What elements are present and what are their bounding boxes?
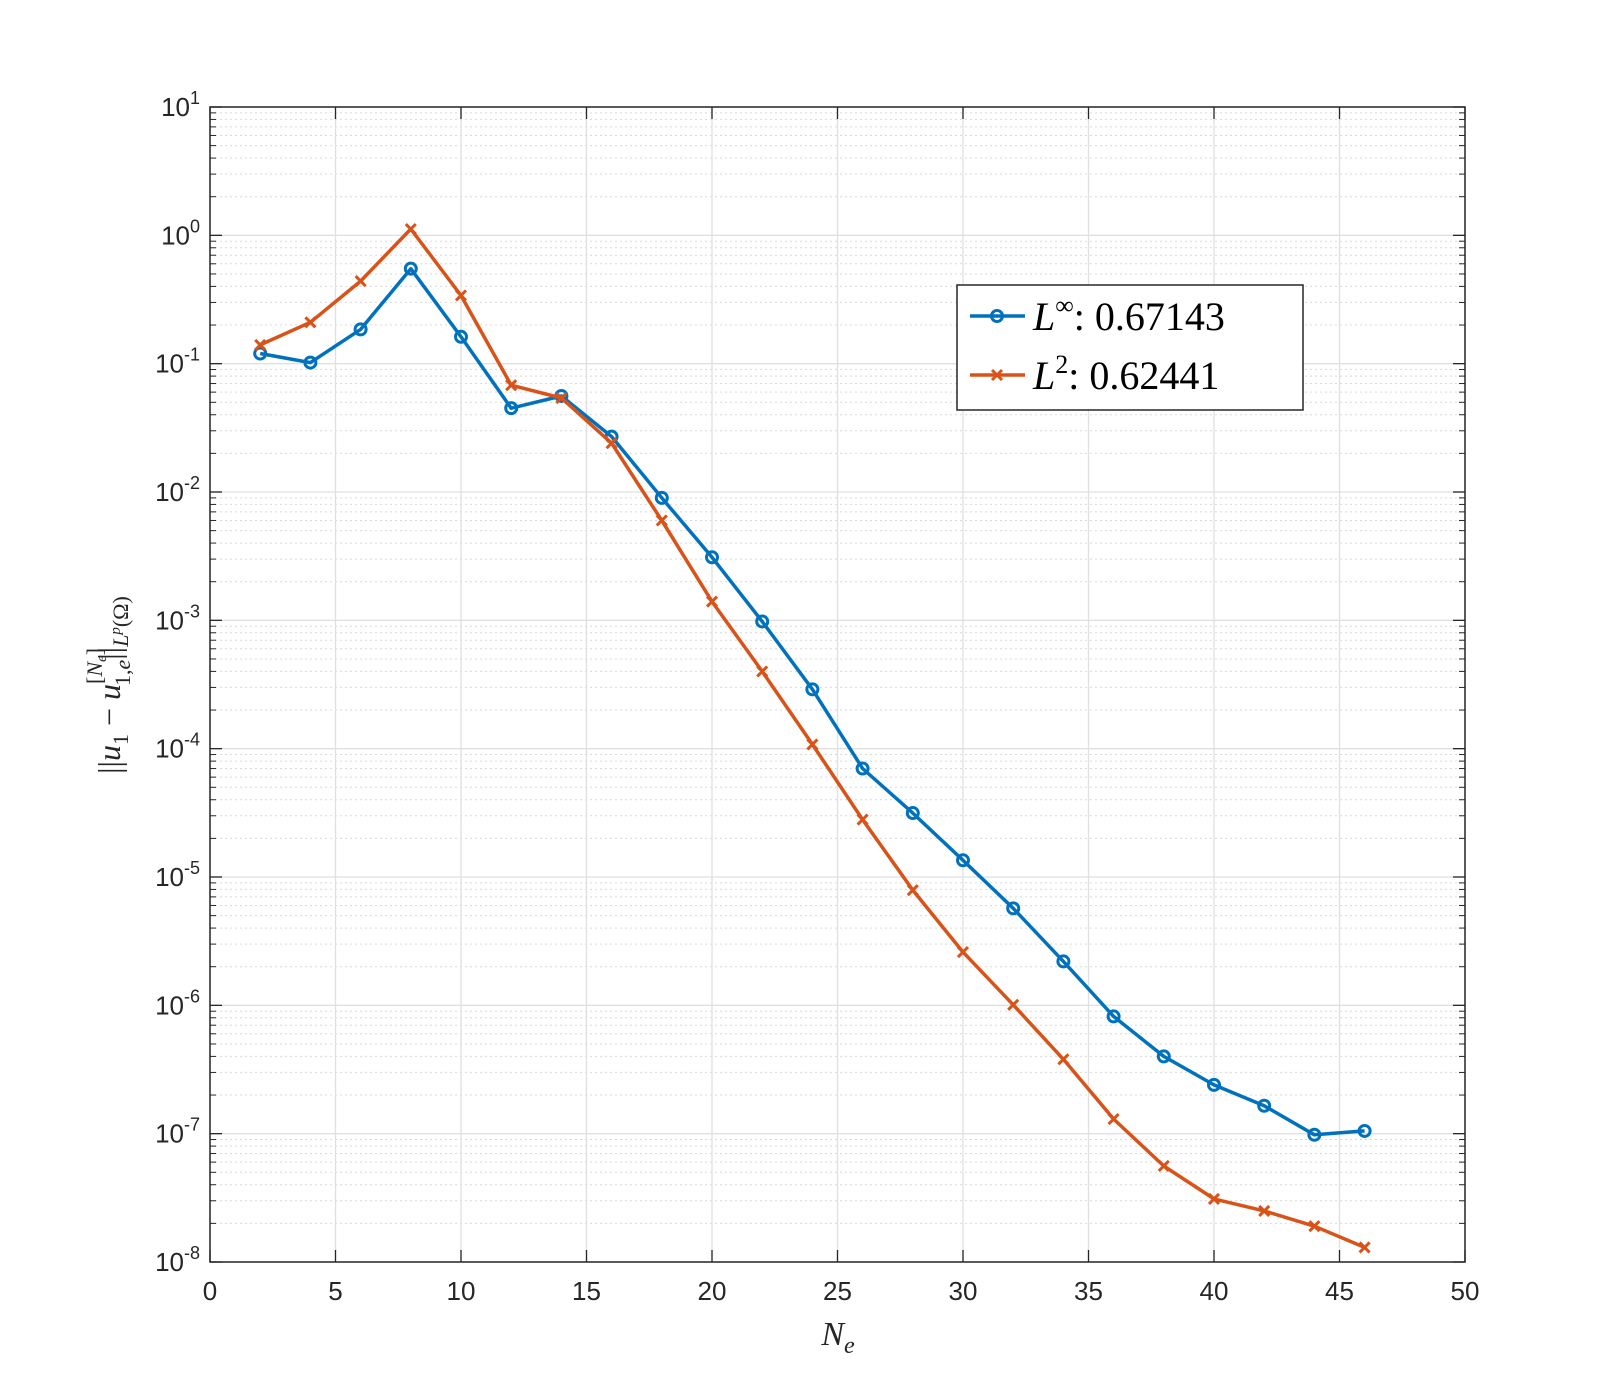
data-point-circle <box>504 401 519 416</box>
data-point-x <box>1007 998 1020 1011</box>
x-tick-label: 45 <box>1325 1276 1354 1306</box>
series-line-linf <box>259 266 1365 1137</box>
y-tick-label: 101 <box>161 88 200 122</box>
legend-label-l2: L2: 0.62441 <box>1032 350 1219 398</box>
data-point-x <box>705 595 719 608</box>
data-point-x <box>254 338 267 351</box>
legend-linf-base: L <box>1032 294 1055 339</box>
legend-marker-circle-icon <box>990 309 1004 323</box>
data-point-x <box>1057 1053 1070 1066</box>
data-point-circle <box>855 761 870 776</box>
data-point-circle <box>253 346 268 361</box>
legend-l2-base: L <box>1032 353 1055 398</box>
data-point-x <box>1107 1112 1120 1126</box>
y-tick-label: 10-7 <box>155 1115 200 1149</box>
legend-label-linf: L∞: 0.67143 <box>1032 291 1225 339</box>
data-point-x <box>555 391 568 405</box>
x-tick-labels: 0 5 10 15 20 25 30 35 40 45 50 <box>203 1276 1480 1306</box>
y-tick-label: 10-5 <box>155 858 200 892</box>
y-tick-label: 10-1 <box>155 345 200 379</box>
y-tick-label: 10-3 <box>155 601 200 635</box>
data-point-circle <box>454 329 468 344</box>
data-point-x <box>605 437 618 450</box>
x-tick-label: 5 <box>328 1276 342 1306</box>
y-tick-label: 10-8 <box>155 1243 200 1277</box>
y-tick-labels: 101 100 10-1 10-2 10-3 10-4 10-5 10-6 10-7 10-8 <box>155 88 200 1277</box>
data-point-x <box>1308 1220 1321 1233</box>
x-tick-label: 30 <box>949 1276 978 1306</box>
x-tick-label: 50 <box>1451 1276 1480 1306</box>
data-point-x <box>1258 1204 1271 1217</box>
y-tick-label: 100 <box>161 216 200 250</box>
data-point-x <box>505 379 518 392</box>
data-point-circle <box>755 614 770 629</box>
data-point-x <box>1157 1159 1170 1173</box>
data-point-x <box>756 665 769 678</box>
data-point-circle <box>1006 901 1021 916</box>
y-tick-label: 10-4 <box>155 730 200 764</box>
data-point-circle <box>956 853 970 868</box>
legend-linf-value: : 0.67143 <box>1074 294 1225 339</box>
x-tick-label: 35 <box>1074 1276 1103 1306</box>
data-point-circle <box>1156 1049 1171 1064</box>
data-point-circle <box>303 355 318 370</box>
data-point-x <box>354 275 367 288</box>
legend-entry-l2: L2: 0.62441 <box>970 350 1219 398</box>
data-point-circle <box>1207 1077 1221 1092</box>
data-point-circle <box>353 322 368 337</box>
legend: L∞: 0.67143 L2: 0.62441 <box>956 284 1304 411</box>
data-point-circle <box>654 490 669 505</box>
ticks-layer <box>209 106 1466 1263</box>
x-tick-label: 20 <box>698 1276 727 1306</box>
x-axis-label: Ne <box>820 1316 855 1359</box>
series-layer <box>253 222 1372 1254</box>
data-point-x <box>1207 1192 1221 1206</box>
y-tick-label: 10-2 <box>155 473 200 507</box>
data-point-circle <box>1106 1009 1121 1024</box>
legend-box <box>956 284 1304 411</box>
data-point-circle <box>1357 1123 1372 1138</box>
data-point-x <box>454 289 468 302</box>
legend-marker-x-icon <box>990 368 1004 382</box>
y-axis-label: ||u1 − u[Ne]1,e||Lp(Ω) <box>82 596 135 774</box>
data-point-circle <box>805 682 820 697</box>
data-point-circle <box>1056 954 1071 969</box>
data-point-circle <box>1257 1098 1272 1113</box>
data-point-x <box>404 222 417 236</box>
legend-l2-value: : 0.62441 <box>1068 353 1219 398</box>
y-tick-label: 10-6 <box>155 986 200 1020</box>
x-tick-label: 40 <box>1200 1276 1229 1306</box>
data-point-circle <box>905 806 920 821</box>
data-point-x <box>856 813 869 826</box>
data-point-x <box>1358 1241 1371 1254</box>
legend-linf-sup: ∞ <box>1055 291 1074 320</box>
x-tick-label: 25 <box>823 1276 852 1306</box>
x-tick-label: 15 <box>572 1276 601 1306</box>
data-point-circle <box>403 261 418 276</box>
data-point-x <box>806 738 819 751</box>
x-tick-label: 0 <box>203 1276 217 1306</box>
data-point-x <box>956 946 970 959</box>
data-point-x <box>304 316 317 329</box>
data-point-circle <box>705 550 719 565</box>
legend-l2-sup: 2 <box>1055 350 1068 379</box>
data-point-circle <box>1307 1127 1322 1142</box>
x-tick-label: 10 <box>447 1276 476 1306</box>
data-point-x <box>906 884 919 897</box>
data-point-x <box>655 514 668 527</box>
legend-entry-linf: L∞: 0.67143 <box>970 291 1225 339</box>
